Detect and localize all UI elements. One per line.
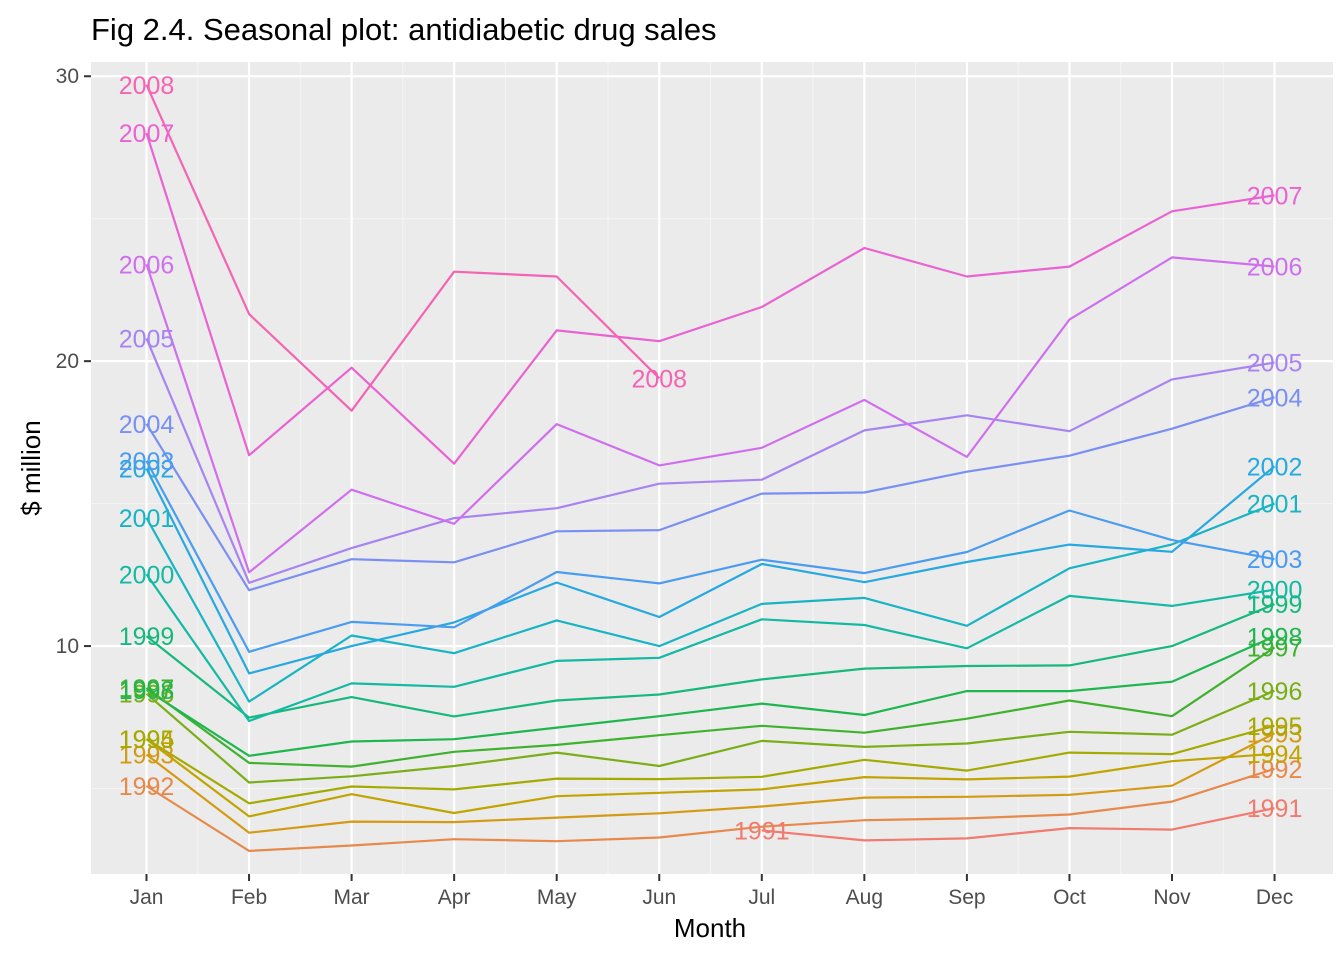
series-label-2005-end: 2005 [1247, 350, 1303, 378]
series-label-2000-end: 2000 [1247, 577, 1303, 605]
series-label-1998-end: 1998 [1247, 623, 1303, 651]
series-label-2002-end: 2002 [1247, 453, 1303, 481]
y-tick-label: 30 [56, 65, 79, 88]
series-label-1993-end: 1993 [1247, 720, 1303, 748]
series-lines [145, 84, 1276, 852]
x-tick-label: Feb [231, 886, 267, 909]
series-label-2003-end: 2003 [1247, 546, 1303, 574]
series-label-1995-start: 1995 [119, 726, 175, 754]
series-line-1998 [145, 635, 1275, 757]
x-tick-label: Sep [948, 886, 985, 909]
series-line-1991 [761, 807, 1275, 842]
gridlines [91, 62, 1333, 874]
x-tick-label: Aug [846, 886, 883, 909]
series-label-2004-start: 2004 [119, 411, 175, 439]
series-label-1994-end: 1994 [1247, 741, 1303, 769]
series-label-2000-start: 2000 [119, 561, 175, 589]
series-line-2007 [145, 132, 1275, 465]
x-tick-label: Nov [1153, 886, 1191, 909]
series-label-1999-end: 1999 [1247, 591, 1303, 619]
x-axis-title: Month [674, 913, 746, 943]
axes: 10 20 30 Jan Feb Mar Apr May Jun Jul Aug Sep Oct Nov D… [56, 65, 1294, 909]
plot-panel [91, 62, 1333, 874]
series-line-2000 [145, 573, 1275, 723]
series-label-1997-end: 1997 [1247, 634, 1303, 662]
series-label-2001-end: 2001 [1247, 491, 1303, 519]
series-label-1999-start: 1999 [119, 623, 175, 651]
series-line-1995 [145, 724, 1275, 805]
series-line-1997 [145, 646, 1276, 768]
series-label-1998-start: 1998 [119, 677, 175, 705]
chart-title: Fig 2.4. Seasonal plot: antidiabetic dru… [91, 12, 717, 47]
series-label-2005-start: 2005 [119, 325, 175, 353]
series-label-2008-end: 2008 [631, 365, 687, 393]
series-label-1995-end: 1995 [1247, 713, 1303, 741]
x-tick-label: Apr [438, 886, 471, 909]
x-tick-label: Jun [642, 886, 676, 909]
series-line-2008 [145, 84, 661, 412]
series-label-1996-end: 1996 [1247, 678, 1303, 706]
series-label-1994-start: 1994 [119, 726, 175, 754]
series-label-2002-start: 2002 [119, 456, 175, 484]
series-line-1992 [145, 767, 1275, 852]
series-label-1993-start: 1993 [119, 742, 175, 770]
series-label-2003-start: 2003 [119, 448, 175, 476]
x-tick-label: Mar [334, 886, 370, 909]
series-label-1991-start: 1991 [734, 817, 790, 845]
series-label-2008-start: 2008 [119, 72, 175, 100]
x-tick-label: Oct [1053, 886, 1086, 909]
series-label-2006-end: 2006 [1247, 254, 1303, 282]
y-tick-label: 10 [56, 635, 79, 658]
series-line-2003 [145, 460, 1275, 653]
series-label-1991-end: 1991 [1247, 795, 1303, 823]
series-label-1996-start: 1996 [119, 681, 175, 709]
series-label-2007-start: 2007 [119, 120, 175, 148]
series-line-1993 [145, 732, 1276, 834]
series-label-2001-start: 2001 [119, 505, 175, 533]
series-line-2005 [145, 337, 1275, 584]
series-line-2006 [145, 256, 1275, 574]
x-tick-label: Dec [1256, 886, 1293, 909]
series-label-2007-end: 2007 [1247, 182, 1303, 210]
series-line-1999 [145, 603, 1275, 719]
series-line-1994 [145, 738, 1275, 818]
x-tick-label: May [537, 886, 577, 909]
series-line-2004 [145, 396, 1275, 592]
x-tick-label: Jul [748, 886, 775, 909]
series-label-1992-end: 1992 [1247, 756, 1303, 784]
series-line-1996 [145, 689, 1275, 784]
series-label-2004-end: 2004 [1247, 384, 1303, 412]
series-line-2001 [145, 502, 1275, 703]
series-line-2002 [145, 465, 1276, 675]
series-label-1992-start: 1992 [119, 773, 175, 801]
series-label-2006-start: 2006 [119, 251, 175, 279]
x-tick-label: Jan [130, 886, 164, 909]
y-tick-label: 20 [56, 350, 79, 373]
y-axis-title: $ million [16, 420, 46, 515]
series-label-1997-start: 1997 [119, 675, 175, 703]
